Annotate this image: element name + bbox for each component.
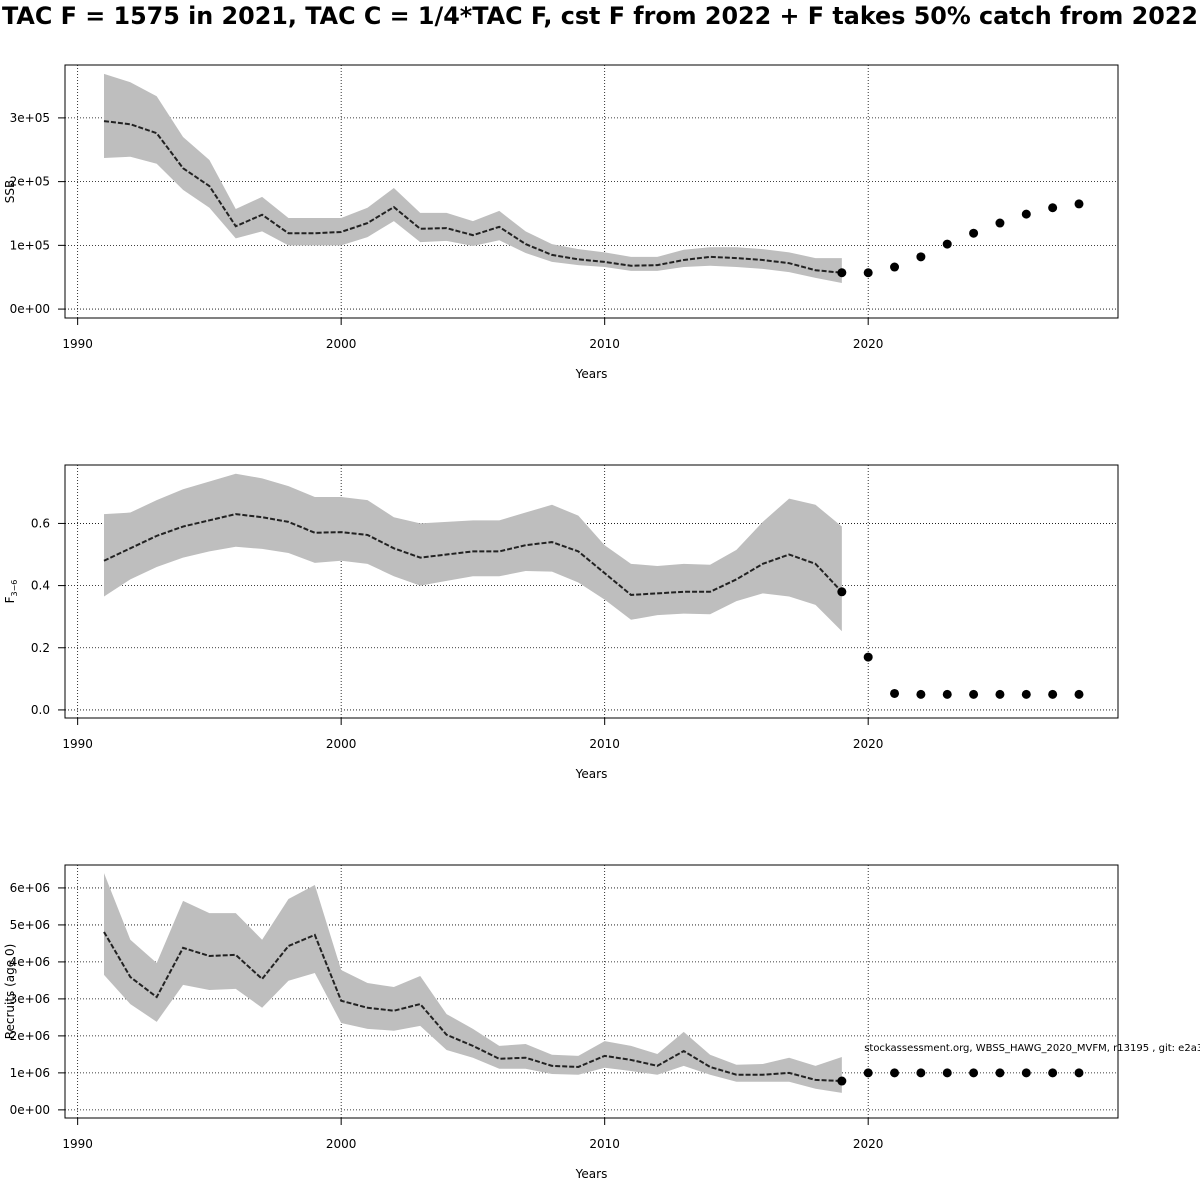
projection-point (916, 1068, 926, 1078)
projection-point (1074, 1068, 1084, 1078)
projection-point (890, 688, 900, 698)
projection-point (1021, 209, 1031, 219)
y-tick-label: 0.6 (31, 516, 50, 530)
y-tick-label: 2e+06 (10, 1029, 50, 1043)
x-tick-label: 1990 (62, 1137, 93, 1151)
x-tick-label: 2020 (853, 1137, 884, 1151)
y-tick-label: 6e+06 (10, 881, 50, 895)
y-tick-label: 1e+06 (10, 1066, 50, 1080)
projection-point (942, 239, 952, 249)
y-tick-label: 4e+06 (10, 955, 50, 969)
estimate-line (103, 513, 843, 596)
projection-point (995, 218, 1005, 228)
projection-point (1048, 203, 1058, 213)
projection-point (863, 652, 873, 662)
y-axis-label: Recruits (age 0) (3, 944, 17, 1040)
projection-point (890, 262, 900, 272)
projection-point (837, 1076, 847, 1086)
y-tick-label: 2e+05 (10, 175, 50, 189)
x-axis-label: Years (575, 1167, 608, 1181)
projection-point (942, 1068, 952, 1078)
projection-point (1048, 1068, 1058, 1078)
projection-point (995, 689, 1005, 699)
y-tick-label: 0e+00 (10, 302, 50, 316)
x-tick-label: 2010 (589, 737, 620, 751)
y-tick-label: 3e+05 (10, 111, 50, 125)
y-tick-label: 1e+05 (10, 238, 50, 252)
y-tick-label: 0e+00 (10, 1103, 50, 1117)
x-tick-label: 1990 (62, 337, 93, 351)
projection-point (1074, 199, 1084, 209)
annotation: stockassessment.org, WBSS_HAWG_2020_MVFM… (864, 1043, 1200, 1054)
x-tick-label: 2000 (326, 1137, 357, 1151)
projection-point (969, 689, 979, 699)
projection-point (995, 1068, 1005, 1078)
y-axis-label: F3−6 (3, 580, 19, 604)
plot-box (64, 864, 1119, 1119)
y-tick-label: 0.4 (31, 579, 50, 593)
y-axis-label: SSB (3, 180, 17, 203)
x-tick-label: 2020 (853, 337, 884, 351)
x-axis-label: Years (575, 767, 608, 781)
estimate-line (103, 120, 842, 274)
y-tick-label: 3e+06 (10, 992, 50, 1006)
x-tick-label: 2000 (326, 737, 357, 751)
x-tick-label: 2010 (589, 337, 620, 351)
confidence-band (104, 473, 842, 632)
y-axis-label-subscript: 3−6 (10, 580, 19, 597)
y-tick-label: 5e+06 (10, 918, 50, 932)
x-axis-label: Years (575, 367, 608, 381)
projection-point (1048, 689, 1058, 699)
projection-point (916, 252, 926, 262)
projection-point (1021, 689, 1031, 699)
projection-point (1021, 1068, 1031, 1078)
projection-point (837, 268, 847, 278)
projection-point (863, 1068, 873, 1078)
chart-title: TAC F = 1575 in 2021, TAC C = 1/4*TAC F,… (2, 2, 1198, 30)
projection-point (1074, 689, 1084, 699)
projection-point (969, 228, 979, 238)
projection-point (916, 689, 926, 699)
x-tick-label: 2020 (853, 737, 884, 751)
projection-point (942, 689, 952, 699)
projection-point (890, 1068, 900, 1078)
y-tick-label: 0.0 (31, 703, 50, 717)
estimate-line (103, 931, 842, 1083)
projection-point (837, 587, 847, 597)
projection-point (969, 1068, 979, 1078)
plot-box (64, 64, 1119, 319)
x-tick-label: 1990 (62, 737, 93, 751)
projection-point (863, 268, 873, 278)
confidence-band (104, 73, 842, 283)
plot-box (64, 464, 1119, 719)
x-tick-label: 2000 (326, 337, 357, 351)
y-tick-label: 0.2 (31, 641, 50, 655)
confidence-band (104, 873, 842, 1093)
x-tick-label: 2010 (589, 1137, 620, 1151)
